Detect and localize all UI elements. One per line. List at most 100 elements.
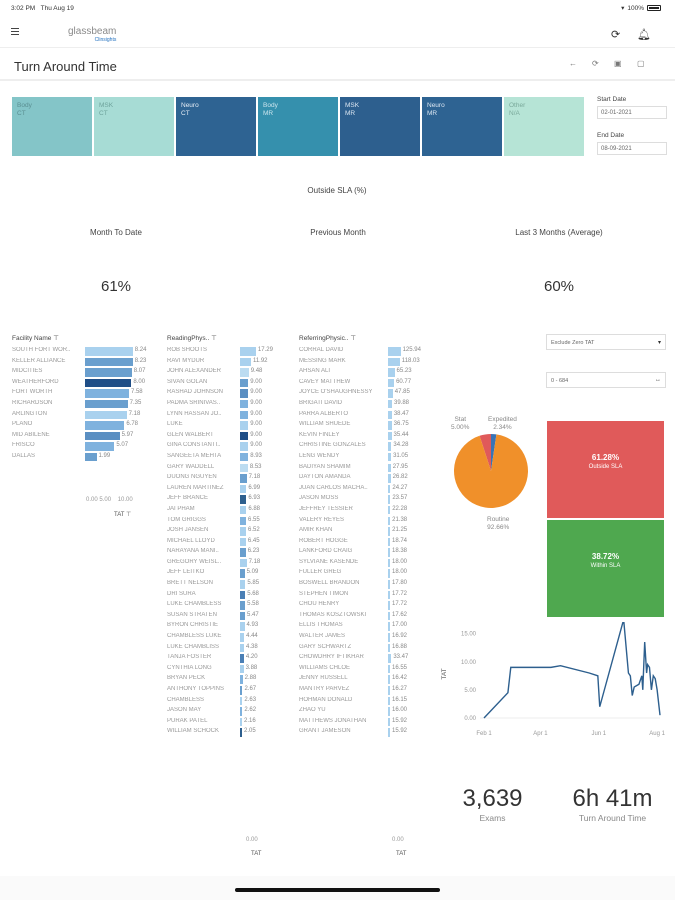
list-item[interactable]: DALLAS 1.99 xyxy=(12,452,162,463)
list-item[interactable]: GINA CONSTANTI.. 9.00 xyxy=(167,441,287,452)
filter-icon[interactable]: ⊤ xyxy=(126,512,132,518)
list-item[interactable]: WILLIAMS CHLOE 16.55 xyxy=(299,664,424,675)
zero-tat-dropdown[interactable]: Exclude Zero TAT ▾ xyxy=(546,334,666,350)
list-item[interactable]: MESSING MARK 118.03 xyxy=(299,357,424,368)
list-item[interactable]: ROB SHOOTS 17.29 xyxy=(167,346,287,357)
list-item[interactable]: ELLIS THOMAS 17.00 xyxy=(299,621,424,632)
home-indicator[interactable] xyxy=(235,888,440,892)
list-item[interactable]: PADMA SRINIVAS.. 9.00 xyxy=(167,399,287,410)
reading-header[interactable]: ReadingPhys.. ⊤ xyxy=(167,335,217,342)
filter-icon[interactable]: ⊤ xyxy=(211,335,217,342)
list-item[interactable]: JEFF LEITKO 5.09 xyxy=(167,568,287,579)
list-item[interactable]: BYRON CHRISTIE 4.93 xyxy=(167,621,287,632)
list-item[interactable]: JASON MAY 2.62 xyxy=(167,706,287,717)
list-item[interactable]: WALTER JAMES 16.92 xyxy=(299,632,424,643)
save-icon[interactable]: ▣ xyxy=(614,59,622,68)
modality-tile[interactable]: Neuro MR xyxy=(422,97,502,156)
list-item[interactable]: DRI SURA 5.68 xyxy=(167,590,287,601)
list-item[interactable]: MICHAEL LLOYD 6.45 xyxy=(167,537,287,548)
list-item[interactable]: MATTHEWS JONATHAN 15.92 xyxy=(299,717,424,728)
outside-sla-block[interactable]: 61.28% Outside SLA xyxy=(547,421,664,518)
slider-icon[interactable]: ↔ xyxy=(655,377,661,383)
list-item[interactable]: LUKE CHAMBLESS 5.58 xyxy=(167,600,287,611)
list-item[interactable]: LUKE 9.00 xyxy=(167,420,287,431)
modality-tile[interactable]: MSK MR xyxy=(340,97,420,156)
list-item[interactable]: JENNY RUSSELL 16.42 xyxy=(299,674,424,685)
modality-tile[interactable]: Other N/A xyxy=(504,97,584,156)
list-item[interactable]: JOHN ALEXANDER 9.48 xyxy=(167,367,287,378)
list-item[interactable]: PARRA ALBERTO 38.47 xyxy=(299,410,424,421)
list-item[interactable]: DUONG NGUYEN 7.18 xyxy=(167,473,287,484)
list-item[interactable]: ARLINGTON 7.18 xyxy=(12,410,162,421)
modality-tile[interactable]: Body CT xyxy=(12,97,92,156)
list-item[interactable]: RASHAD JOHNSON 9.00 xyxy=(167,388,287,399)
facility-header[interactable]: Facility Name ⊤ xyxy=(12,335,59,342)
list-item[interactable]: MID ABILENE 5.97 xyxy=(12,431,162,442)
list-item[interactable]: GREGORY WEISL.. 7.18 xyxy=(167,558,287,569)
range-filter[interactable]: 0 - 684 ↔ xyxy=(546,372,666,388)
within-sla-block[interactable]: 38.72% Within SLA xyxy=(547,520,664,617)
list-item[interactable]: JEFFREY TESSIER 22.28 xyxy=(299,505,424,516)
list-item[interactable]: SIVAN GOLAN 9.00 xyxy=(167,378,287,389)
list-item[interactable]: JEFF BRANCE 6.93 xyxy=(167,494,287,505)
list-item[interactable]: FRISCO 5.07 xyxy=(12,441,162,452)
referring-header[interactable]: ReferringPhysic.. ⊤ xyxy=(299,335,356,342)
bell-icon[interactable]: 🔔︎ xyxy=(637,29,651,41)
export-icon[interactable]: ▢ xyxy=(637,59,645,68)
list-item[interactable]: RICHARDSON 7.35 xyxy=(12,399,162,410)
tat-series-line[interactable] xyxy=(483,622,661,719)
list-item[interactable]: ROBERT HOGGE 18.74 xyxy=(299,537,424,548)
list-item[interactable]: FORT WORTH 7.58 xyxy=(12,388,162,399)
start-date-input[interactable]: 02-01-2021 xyxy=(597,106,667,119)
list-item[interactable]: LAUREN MARTINEZ 6.99 xyxy=(167,484,287,495)
list-item[interactable]: RAVI MYDUR 11.92 xyxy=(167,357,287,368)
list-item[interactable]: WEATHERFORD 8.00 xyxy=(12,378,162,389)
refresh-icon[interactable]: ⟳ xyxy=(592,59,599,68)
list-item[interactable]: CHRISTINE GONZALES 34.28 xyxy=(299,441,424,452)
list-item[interactable]: WILLIAM SHUEDE 36.75 xyxy=(299,420,424,431)
list-item[interactable]: JOYCE O'SHAUGHNESSY 47.85 xyxy=(299,388,424,399)
list-item[interactable]: GLEN WALBERT 9.00 xyxy=(167,431,287,442)
modality-tile[interactable]: Body MR xyxy=(258,97,338,156)
list-item[interactable]: FULLER GREG 18.00 xyxy=(299,568,424,579)
list-item[interactable]: SANGEETA MEHTA 8.93 xyxy=(167,452,287,463)
list-item[interactable]: STEPHEN TIMON 17.72 xyxy=(299,590,424,601)
list-item[interactable]: KEVIN FINLEY 35.44 xyxy=(299,431,424,442)
list-item[interactable]: DAYTON AMANDA 26.82 xyxy=(299,473,424,484)
list-item[interactable]: LANKFORD CRAIG 18.38 xyxy=(299,547,424,558)
filter-icon[interactable]: ⊤ xyxy=(53,335,59,342)
end-date-input[interactable]: 08-09-2021 xyxy=(597,142,667,155)
list-item[interactable]: LYNN HASSAN JO.. 9.00 xyxy=(167,410,287,421)
list-item[interactable]: SYLVIANE KASENDE 18.00 xyxy=(299,558,424,569)
list-item[interactable]: JOSH JANSEN 6.52 xyxy=(167,526,287,537)
list-item[interactable]: MIDCITIES 8.07 xyxy=(12,367,162,378)
back-icon[interactable]: ← xyxy=(569,59,577,68)
list-item[interactable]: BRETT NELSON 5.85 xyxy=(167,579,287,590)
list-item[interactable]: SUSAN STRATEN 5.47 xyxy=(167,611,287,622)
list-item[interactable]: CHOWDHRY IFTIKHAR 33.47 xyxy=(299,653,424,664)
modality-tile[interactable]: Neuro CT xyxy=(176,97,256,156)
list-item[interactable]: THOMAS KOSZTOWSKI 17.62 xyxy=(299,611,424,622)
list-item[interactable]: TOM GRIGGS 6.55 xyxy=(167,516,287,527)
list-item[interactable]: CORRAL DAVID 125.94 xyxy=(299,346,424,357)
list-item[interactable]: BRYAN PECK 2.88 xyxy=(167,674,287,685)
list-item[interactable]: LENG WENDY 31.05 xyxy=(299,452,424,463)
list-item[interactable]: NARAYANA MANI.. 6.23 xyxy=(167,547,287,558)
list-item[interactable]: PLANO 6.78 xyxy=(12,420,162,431)
list-item[interactable]: WILLIAM SCHOCK 2.05 xyxy=(167,727,287,738)
pie-slice-expedited[interactable] xyxy=(491,434,497,471)
hamburger-icon[interactable] xyxy=(11,28,19,35)
pie-slice-routine[interactable] xyxy=(454,434,528,508)
list-item[interactable]: SOUTH FORT WOR.. 8.24 xyxy=(12,346,162,357)
list-item[interactable]: ZHAO YU 16.00 xyxy=(299,706,424,717)
list-item[interactable]: CHOU HENRY 17.72 xyxy=(299,600,424,611)
pie-slice-stat[interactable] xyxy=(479,434,491,471)
list-item[interactable]: LUKE CHAMBLISS 4.38 xyxy=(167,643,287,654)
list-item[interactable]: TANJA FOSTER 4.20 xyxy=(167,653,287,664)
list-item[interactable]: AHSAN ALI 65.23 xyxy=(299,367,424,378)
list-item[interactable]: GARY WADDELL 8.53 xyxy=(167,463,287,474)
list-item[interactable]: BADIYAN SHAMIM 27.95 xyxy=(299,463,424,474)
refresh-alert-icon[interactable]: ⟳ xyxy=(611,29,621,41)
list-item[interactable]: JAI PHAM 6.88 xyxy=(167,505,287,516)
list-item[interactable]: PURAK PATEL 2.16 xyxy=(167,717,287,728)
